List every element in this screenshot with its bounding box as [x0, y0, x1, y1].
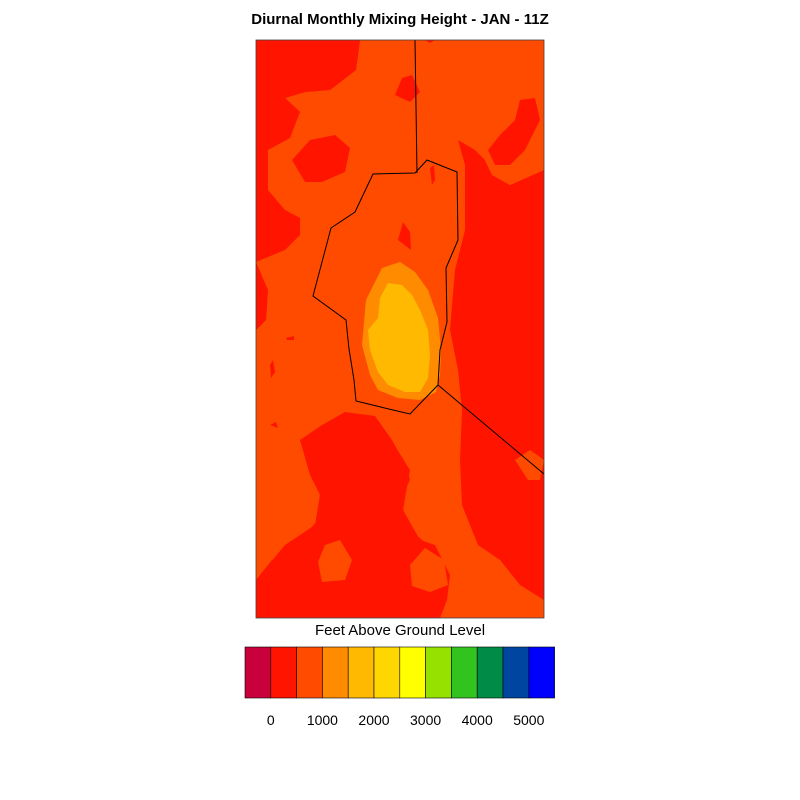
- colorbar-swatch: [322, 646, 349, 699]
- colorbar-tick-label: 2000: [358, 712, 390, 728]
- colorbar-swatch: [270, 646, 297, 699]
- colorbar-swatch: [399, 646, 426, 699]
- colorbar-swatch: [425, 646, 452, 699]
- map-frame: [255, 39, 545, 619]
- colorbar-swatch: [528, 646, 555, 699]
- colorbar-swatch: [373, 646, 401, 699]
- colorbar-tick-label: 3000: [410, 712, 442, 728]
- colorbar-tick-label: 4000: [461, 712, 493, 728]
- orange-patch-east: [515, 450, 544, 480]
- red-region-northeast: [488, 98, 540, 165]
- red-region-west: [256, 262, 268, 330]
- contour-fields: [256, 40, 544, 618]
- red-patch-north: [395, 75, 420, 102]
- colorbar-swatch: [296, 646, 323, 699]
- colorbar-tick-label: 1000: [306, 712, 338, 728]
- red-region-southwest: [256, 412, 448, 618]
- red-dot-north-edge: [425, 40, 435, 43]
- colorbar-tick-label: 5000: [513, 712, 545, 728]
- red-dot-west: [286, 336, 294, 340]
- colorbar-swatch: [451, 646, 478, 699]
- county-boundary: [312, 159, 459, 415]
- colorbar-label: Feet Above Ground Level: [314, 622, 486, 639]
- red-dot-east: [494, 436, 500, 442]
- orange-island-southwest: [318, 540, 352, 582]
- red-sliver-west: [270, 360, 275, 378]
- colorbar-swatch: [244, 646, 272, 699]
- southeast-boundary-line: [437, 384, 545, 475]
- colorbar-tick-label: 0: [266, 712, 275, 728]
- colorbar-swatch: [476, 646, 504, 699]
- northern-boundary-line: [414, 39, 418, 174]
- map-title: Diurnal Monthly Mixing Height - JAN - 11…: [251, 11, 549, 28]
- red-sliver-north: [430, 165, 435, 185]
- red-dot-southwest: [270, 422, 278, 428]
- boundary-lines: [312, 39, 545, 475]
- colorbar-swatch: [502, 646, 530, 699]
- contour-band-2000: [368, 283, 430, 392]
- red-region-northwest: [256, 40, 360, 150]
- colorbar: [244, 646, 555, 699]
- colorbar-swatch: [347, 646, 375, 699]
- red-region-north-center: [292, 135, 350, 182]
- orange-island-south: [410, 548, 448, 592]
- red-sliver-center: [398, 222, 411, 250]
